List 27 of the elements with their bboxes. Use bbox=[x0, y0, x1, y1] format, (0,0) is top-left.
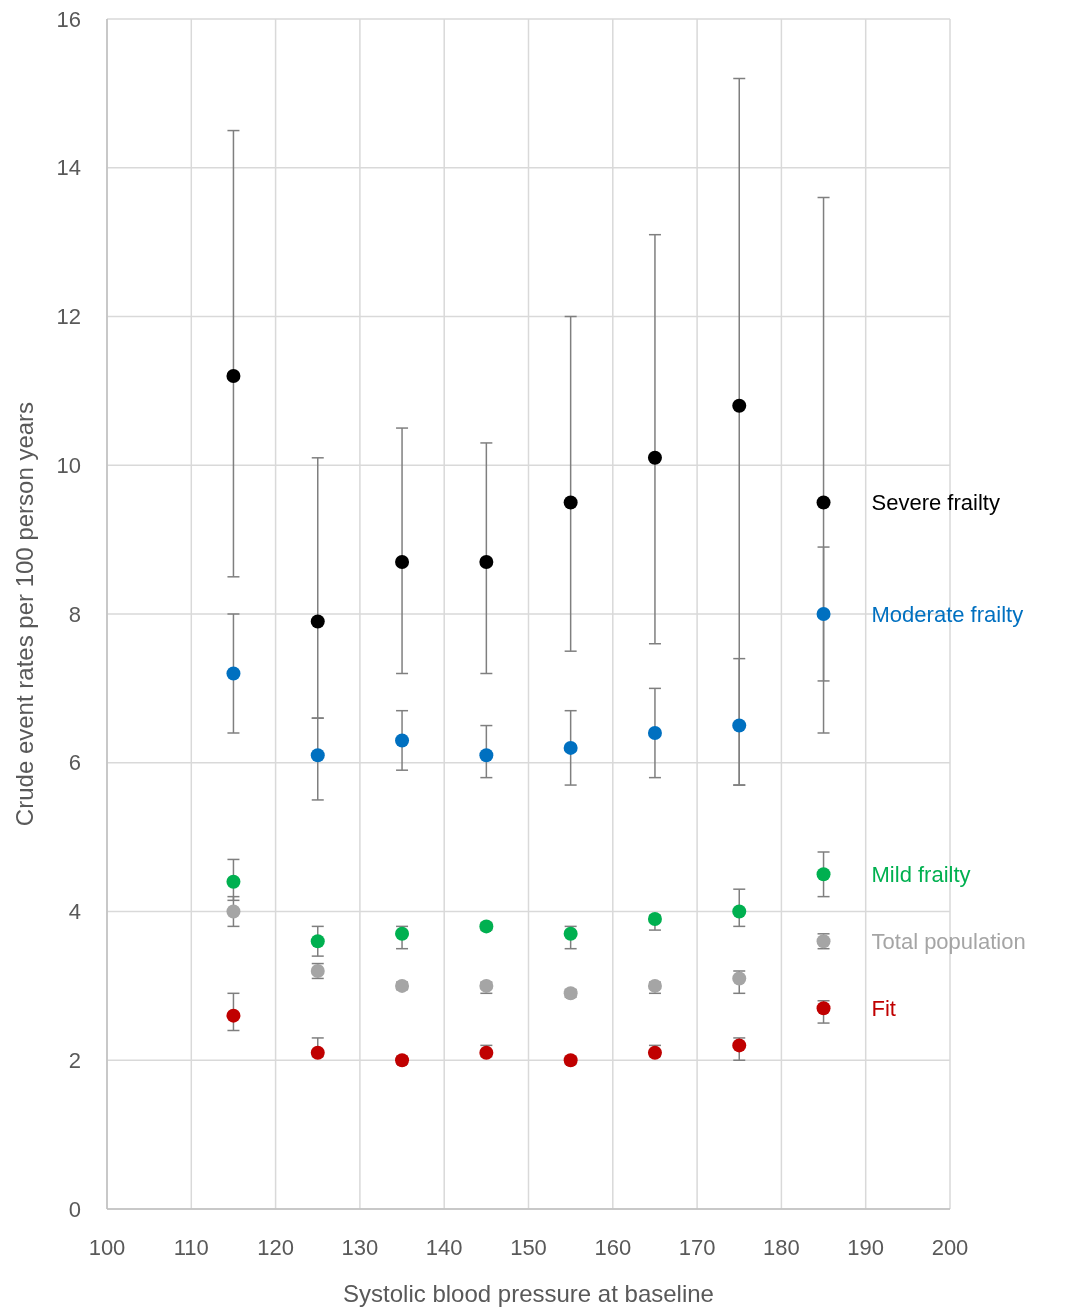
x-tick-label: 190 bbox=[847, 1235, 885, 1260]
series-label: Moderate frailty bbox=[871, 601, 1024, 627]
x-tick-label: 170 bbox=[678, 1235, 716, 1260]
y-tick-label: 14 bbox=[56, 155, 81, 181]
x-tick-label: 150 bbox=[510, 1235, 547, 1260]
y-tick-label: 6 bbox=[68, 750, 81, 776]
series-label: Severe frailty bbox=[871, 490, 1000, 516]
x-tick-label: 130 bbox=[341, 1235, 379, 1260]
x-tick-label: 200 bbox=[931, 1235, 969, 1260]
y-tick-label: 2 bbox=[68, 1047, 81, 1073]
y-axis-title: Crude event rates per 100 person years bbox=[11, 401, 38, 827]
x-tick-label: 120 bbox=[257, 1235, 294, 1260]
y-tick-label: 0 bbox=[68, 1196, 81, 1222]
x-tick-label: 110 bbox=[173, 1235, 209, 1260]
series-label: Total population bbox=[871, 928, 1026, 954]
x-tick-label: 180 bbox=[763, 1235, 800, 1260]
x-tick-label: 140 bbox=[425, 1235, 463, 1260]
y-tick-label: 8 bbox=[68, 601, 81, 627]
x-tick-label: 160 bbox=[594, 1235, 632, 1260]
y-tick-label: 16 bbox=[56, 6, 81, 32]
y-tick-label: 4 bbox=[68, 899, 81, 925]
x-tick-label: 100 bbox=[88, 1235, 126, 1260]
x-axis-title: Systolic blood pressure at baseline bbox=[343, 1280, 714, 1307]
y-tick-label: 12 bbox=[56, 304, 81, 330]
series-label: Mild frailty bbox=[871, 862, 971, 888]
series-label: Fit bbox=[871, 995, 896, 1021]
y-tick-label: 10 bbox=[56, 452, 81, 478]
